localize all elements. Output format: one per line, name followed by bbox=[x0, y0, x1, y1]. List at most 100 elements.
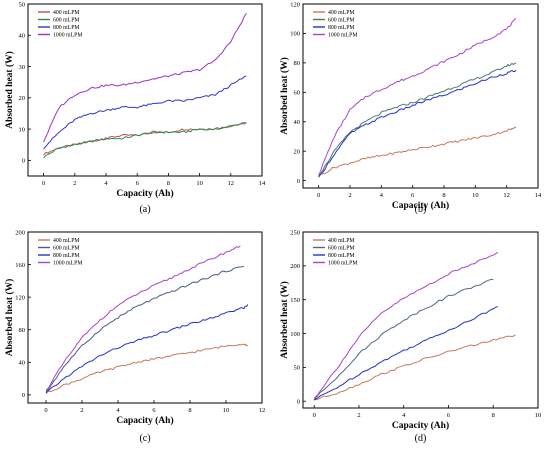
series-line-400-mlpm bbox=[43, 122, 247, 156]
legend-label: 600 mLPM bbox=[53, 246, 80, 252]
y-tick-label: 20 bbox=[19, 95, 26, 102]
x-tick-label: 2 bbox=[80, 407, 83, 414]
series-line-1000-mlpm bbox=[318, 18, 517, 176]
x-tick-label: 4 bbox=[402, 412, 406, 419]
legend-label: 800 mLPM bbox=[328, 25, 355, 31]
series-line-1000-mlpm bbox=[43, 13, 247, 143]
series-line-400-mlpm bbox=[45, 343, 249, 394]
x-tick-label: 8 bbox=[492, 412, 495, 419]
y-tick-label: 0 bbox=[297, 178, 300, 185]
x-tick-label: 10 bbox=[196, 180, 203, 187]
x-tick-label: 14 bbox=[259, 180, 266, 187]
y-tick-label: 40 bbox=[19, 33, 26, 40]
panel-label: (d) bbox=[415, 433, 427, 444]
x-tick-label: 2 bbox=[348, 192, 351, 199]
x-tick-label: 12 bbox=[259, 407, 266, 414]
y-tick-label: 60 bbox=[294, 90, 301, 97]
x-axis-label: Capacity (Ah) bbox=[392, 420, 449, 431]
x-tick-label: 14 bbox=[535, 192, 542, 199]
plot-frame bbox=[302, 3, 539, 189]
series-line-1000-mlpm bbox=[313, 251, 498, 399]
panel-2: 0 2 4 6 8 10 12 14 0 20 40 60 80 100 120 Capacity (Ah) A… bbox=[279, 1, 542, 215]
y-tick-label: 50 bbox=[294, 365, 301, 372]
y-tick-label: 100 bbox=[290, 31, 300, 38]
x-tick-label: 6 bbox=[136, 180, 140, 187]
y-tick-label: 10 bbox=[19, 126, 26, 133]
x-tick-label: 4 bbox=[104, 180, 108, 187]
x-tick-label: 2 bbox=[357, 412, 360, 419]
y-axis-label: Absorbed heat (W) bbox=[279, 281, 290, 359]
legend-label: 800 mLPM bbox=[53, 25, 80, 31]
series-line-800-mlpm bbox=[43, 75, 247, 150]
plot-frame bbox=[27, 231, 263, 404]
legend-label: 600 mLPM bbox=[53, 18, 80, 24]
panel-label: (b) bbox=[415, 204, 427, 215]
x-tick-label: 0 bbox=[317, 192, 320, 199]
x-tick-label: 12 bbox=[228, 180, 235, 187]
x-tick-label: 8 bbox=[188, 407, 191, 414]
x-tick-label: 10 bbox=[535, 412, 542, 419]
x-tick-label: 4 bbox=[116, 407, 120, 414]
x-axis-label: Capacity (Ah) bbox=[392, 200, 449, 211]
series-line-800-mlpm bbox=[45, 304, 249, 394]
x-tick-label: 4 bbox=[380, 192, 384, 199]
y-tick-label: 40 bbox=[19, 360, 26, 367]
series-line-600-mlpm bbox=[313, 278, 494, 400]
y-tick-label: 100 bbox=[290, 331, 300, 338]
plot-frame bbox=[27, 3, 263, 177]
x-axis-label: Capacity (Ah) bbox=[116, 415, 173, 426]
y-tick-label: 0 bbox=[297, 399, 300, 406]
series-line-400-mlpm bbox=[314, 334, 516, 401]
y-tick-label: 20 bbox=[294, 149, 301, 156]
y-tick-label: 200 bbox=[15, 229, 25, 236]
y-tick-label: 250 bbox=[290, 229, 300, 236]
legend-label: 800 mLPM bbox=[328, 253, 355, 259]
legend-label: 1000 mLPM bbox=[328, 261, 357, 267]
y-axis-label: Absorbed heat (W) bbox=[4, 51, 15, 129]
y-tick-label: 200 bbox=[290, 263, 300, 270]
x-tick-label: 10 bbox=[472, 192, 479, 199]
legend-label: 1000 mLPM bbox=[328, 33, 357, 39]
legend-label: 400 mLPM bbox=[53, 238, 80, 244]
y-tick-label: 50 bbox=[19, 1, 26, 8]
x-tick-label: 8 bbox=[442, 192, 445, 199]
series-line-1000-mlpm bbox=[45, 245, 241, 391]
series-line-800-mlpm bbox=[313, 306, 498, 401]
series-line-600-mlpm bbox=[45, 265, 245, 392]
x-tick-label: 0 bbox=[313, 412, 316, 419]
x-tick-label: 6 bbox=[152, 407, 156, 414]
series-line-600-mlpm bbox=[43, 122, 247, 159]
legend-label: 600 mLPM bbox=[328, 18, 355, 24]
panel-1: 0 2 4 6 8 10 12 14 0 10 20 30 40 50 Capacity (Ah) Absor… bbox=[4, 1, 266, 215]
x-tick-label: 6 bbox=[411, 192, 415, 199]
x-tick-label: 6 bbox=[447, 412, 451, 419]
x-axis-label: Capacity (Ah) bbox=[116, 188, 173, 199]
y-axis-label: Absorbed heat (W) bbox=[279, 57, 290, 135]
series-line-600-mlpm bbox=[318, 62, 517, 178]
x-tick-label: 10 bbox=[223, 407, 230, 414]
series-line-400-mlpm bbox=[318, 126, 517, 178]
y-tick-label: 0 bbox=[22, 392, 25, 399]
y-tick-label: 40 bbox=[294, 119, 301, 126]
legend-label: 400 mLPM bbox=[53, 10, 80, 16]
x-tick-label: 0 bbox=[42, 180, 45, 187]
legend-label: 800 mLPM bbox=[53, 253, 80, 259]
y-tick-label: 120 bbox=[290, 1, 300, 8]
y-tick-label: 80 bbox=[19, 327, 26, 334]
legend-label: 400 mLPM bbox=[328, 238, 355, 244]
legend-label: 600 mLPM bbox=[328, 246, 355, 252]
legend-label: 1000 mLPM bbox=[53, 261, 82, 267]
legend-label: 400 mLPM bbox=[328, 10, 355, 16]
x-tick-label: 0 bbox=[44, 407, 47, 414]
legend-label: 1000 mLPM bbox=[53, 33, 82, 39]
series-line-800-mlpm bbox=[318, 69, 517, 177]
x-tick-label: 2 bbox=[73, 180, 76, 187]
y-tick-label: 30 bbox=[19, 64, 26, 71]
y-tick-label: 150 bbox=[290, 297, 300, 304]
plot-frame bbox=[302, 231, 539, 409]
y-tick-label: 80 bbox=[294, 60, 301, 67]
panel-label: (a) bbox=[139, 204, 150, 215]
x-tick-label: 8 bbox=[167, 180, 170, 187]
